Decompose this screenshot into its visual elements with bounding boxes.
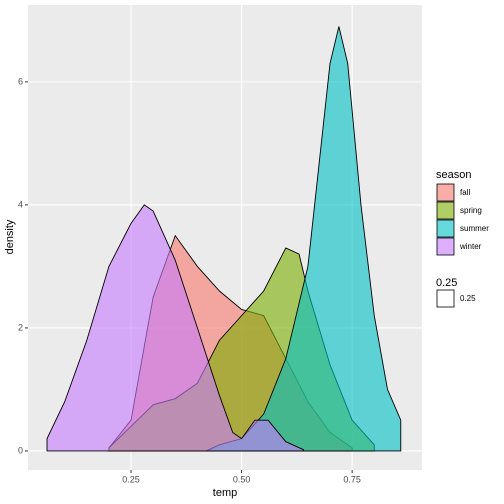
legend-key (436, 237, 455, 256)
alpha-legend-title: 0.25 (436, 277, 457, 289)
legend-key (436, 219, 455, 238)
legend-label: spring (460, 206, 482, 215)
x-tick-label: 0.25 (122, 474, 140, 484)
y-tick-label: 4 (18, 199, 23, 209)
legend-title: season (436, 169, 471, 181)
legend-label: summer (460, 224, 489, 233)
x-axis-title: temp (213, 487, 237, 499)
y-tick-label: 6 (18, 76, 23, 86)
alpha-legend-label: 0.25 (460, 294, 476, 303)
legend-label: winter (459, 242, 482, 251)
plot-area (28, 5, 422, 470)
y-tick-label: 0 (18, 445, 23, 455)
x-tick-label: 0.50 (233, 474, 251, 484)
legend-key (436, 201, 455, 220)
legend-label: fall (460, 188, 470, 197)
legend-key (436, 183, 455, 202)
x-tick-label: 0.75 (343, 474, 361, 484)
density-area (46, 204, 304, 452)
alpha-legend-key (436, 289, 455, 308)
y-tick-label: 2 (18, 322, 23, 332)
y-axis-title: density (4, 219, 16, 254)
